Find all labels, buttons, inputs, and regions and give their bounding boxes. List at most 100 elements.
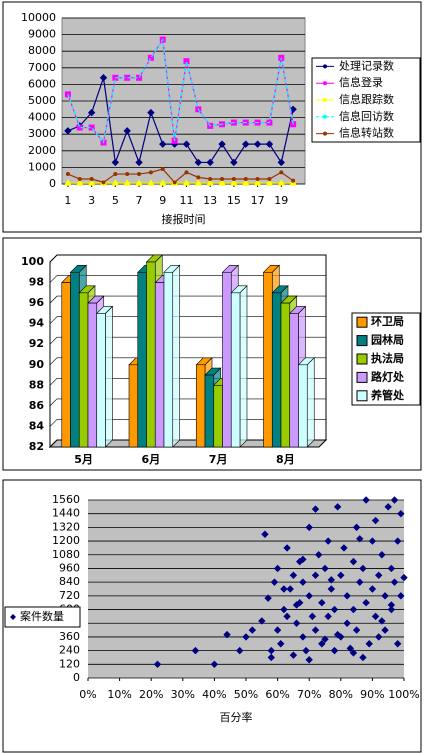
y-tick-label: 4000 [28,111,56,124]
point [311,626,320,634]
point [111,179,120,186]
point [206,179,215,186]
point [311,571,320,580]
bar [96,313,106,448]
point [387,605,396,614]
point [223,630,231,639]
point [135,158,143,167]
y-tick-label: 96 [29,296,45,309]
point [182,179,191,186]
y-tick-label: 840 [59,575,80,588]
point [87,108,96,117]
x-tick-label: 17 [251,194,265,207]
legend-swatch [356,353,368,365]
x-tick-label: 5月 [74,453,93,466]
point [330,605,339,614]
x-tick-label: 7 [136,194,143,207]
point [340,544,348,552]
legend-swatch [356,335,368,347]
bar [298,364,308,448]
point [160,167,165,172]
point [280,585,288,593]
point [371,612,380,621]
y-tick-label: 92 [29,337,44,350]
point [330,646,339,655]
bar [271,292,282,448]
point [273,626,282,634]
legend-label: 信息转站数 [339,126,394,140]
point [371,516,380,525]
point [393,640,402,648]
point [305,592,313,600]
y-tick-label: 6000 [28,77,56,90]
x-tick-label: 40% [202,688,226,701]
point [349,557,358,566]
legend-label: 处理记录数 [339,59,394,72]
point [158,179,167,186]
point [148,170,153,175]
point [242,633,250,641]
point [308,612,317,621]
y-tick-label: 1320 [52,520,80,533]
point [220,177,225,182]
bar [195,364,206,448]
point [318,640,326,648]
point [123,179,132,186]
bar [137,271,147,448]
point [311,505,320,513]
point [318,598,326,607]
point [87,179,96,186]
point [381,626,389,634]
point [191,646,200,655]
y-tick-label: 10000 [21,11,56,24]
x-tick-label: 15 [227,194,241,207]
bar-side [172,264,181,448]
point [279,170,284,175]
legend-marker [323,114,327,119]
x-tick-label: 50% [234,688,258,701]
bar [213,385,223,448]
point [375,633,383,641]
legend-marker [323,131,327,136]
point [101,180,106,185]
legend-marker [323,64,327,69]
point [368,537,377,545]
legend-label: 环卫局 [371,315,404,328]
point [218,179,226,186]
y-tick-label: 720 [59,589,80,602]
series-line [67,37,294,144]
legend-label: 信息跟踪数 [339,92,394,106]
point [242,140,250,148]
point [333,503,342,511]
point [218,140,226,148]
y-tick-label: 86 [29,399,45,412]
legend-box [4,606,81,628]
x-axis-title: 百分率 [220,710,253,724]
point [283,612,291,621]
x-tick-label: 7月 [209,453,228,466]
point [267,653,275,662]
point [243,177,248,182]
x-tick-label: 20% [139,688,163,701]
point [343,592,351,600]
point [64,127,72,135]
bar [154,282,165,448]
y-tick-label: 84 [29,419,45,432]
legend-label: 执法局 [371,351,404,365]
point [125,172,130,177]
y-tick-label: 960 [59,561,80,574]
point [283,544,291,552]
bar [230,292,241,448]
y-tick-label: 360 [59,630,80,643]
y-tick-label: 0 [73,671,80,684]
legend-label: 信息登录 [339,75,383,89]
point [286,585,294,593]
point [375,571,383,580]
point [327,576,336,584]
point [289,571,298,580]
point [321,635,329,643]
point [277,158,285,167]
point [397,509,405,518]
x-tick-label: 8月 [276,453,295,466]
y-tick-label: 82 [29,440,44,453]
